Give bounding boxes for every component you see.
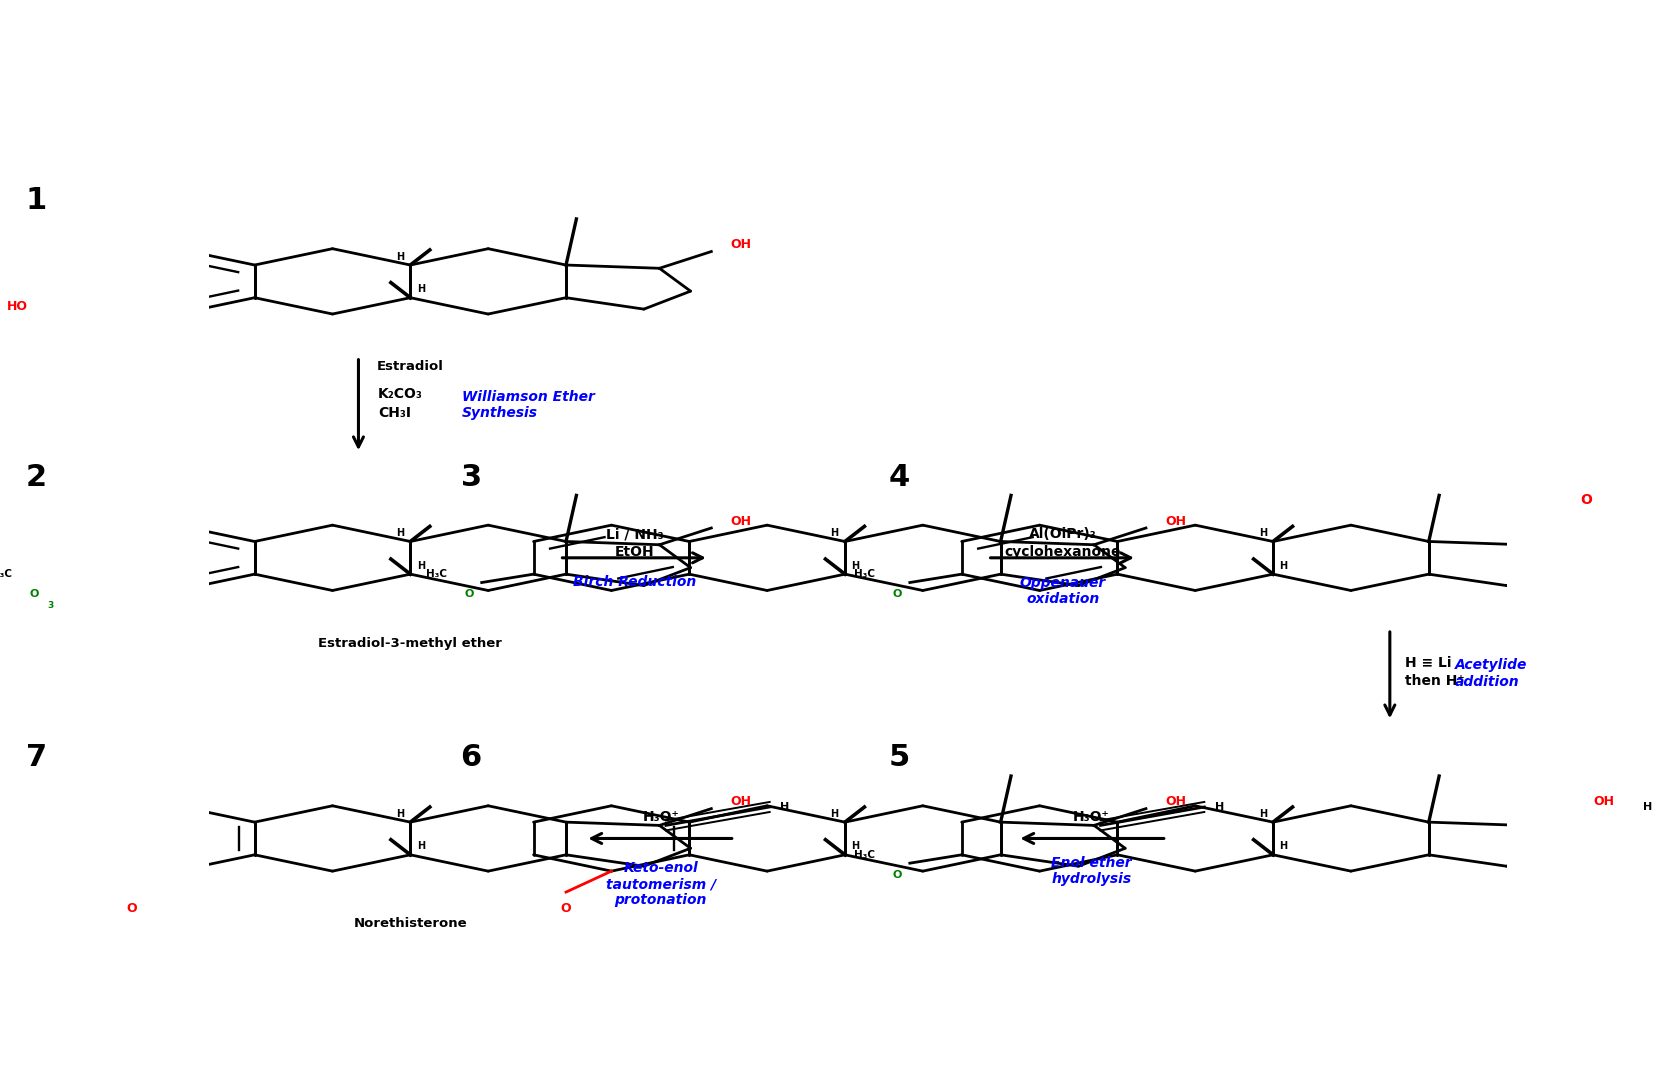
Text: 7: 7 — [27, 743, 47, 772]
Text: Li / NH₃: Li / NH₃ — [606, 527, 663, 541]
Text: 6: 6 — [460, 743, 482, 772]
Text: Williamson Ether
Synthesis: Williamson Ether Synthesis — [462, 391, 596, 420]
Text: H₃O⁺: H₃O⁺ — [1072, 811, 1109, 825]
Text: H: H — [852, 841, 858, 852]
Text: H₃O⁺: H₃O⁺ — [642, 811, 679, 825]
Text: H: H — [780, 802, 790, 812]
Text: then H⁺: then H⁺ — [1405, 673, 1464, 688]
Text: O: O — [892, 870, 902, 880]
Text: H: H — [417, 560, 425, 571]
Text: 3: 3 — [460, 462, 482, 492]
Text: H: H — [1641, 802, 1651, 812]
Text: 3: 3 — [49, 602, 54, 610]
Text: O: O — [30, 590, 38, 599]
Text: Birch Reduction: Birch Reduction — [572, 574, 696, 589]
Text: Al(OiPr)₃: Al(OiPr)₃ — [1029, 527, 1096, 541]
Text: H: H — [1278, 841, 1287, 852]
Text: H₃C: H₃C — [853, 569, 875, 579]
Text: O: O — [560, 902, 570, 915]
Text: 1: 1 — [25, 186, 47, 215]
Text: O: O — [1579, 493, 1591, 507]
Text: cyclohexanone: cyclohexanone — [1004, 545, 1121, 559]
Text: OH: OH — [1593, 795, 1613, 808]
Text: O: O — [892, 590, 902, 599]
Text: OH: OH — [731, 515, 751, 528]
Text: H: H — [395, 808, 403, 819]
Text: H: H — [852, 560, 858, 571]
Text: Norethisterone: Norethisterone — [353, 917, 467, 930]
Text: Enol ether
hydrolysis: Enol ether hydrolysis — [1051, 856, 1131, 887]
Text: OH: OH — [1164, 515, 1186, 528]
Text: H: H — [1258, 808, 1266, 819]
Text: CH₃I: CH₃I — [378, 406, 410, 420]
Text: Estradiol: Estradiol — [376, 360, 443, 373]
Text: H ≡ Li: H ≡ Li — [1405, 656, 1450, 669]
Text: H: H — [1215, 802, 1223, 812]
Text: H: H — [395, 528, 403, 539]
Text: H: H — [417, 284, 425, 295]
Text: H: H — [417, 841, 425, 852]
Text: Estradiol-3-methyl ether: Estradiol-3-methyl ether — [318, 636, 502, 650]
Text: O: O — [463, 590, 473, 599]
Text: H₃C: H₃C — [0, 569, 12, 579]
Text: H: H — [1278, 560, 1287, 571]
Text: Oppenauer
oxidation: Oppenauer oxidation — [1019, 577, 1106, 606]
Text: H: H — [1258, 528, 1266, 539]
Text: OH: OH — [731, 238, 751, 251]
Text: O: O — [125, 902, 137, 915]
Text: K₂CO₃: K₂CO₃ — [378, 387, 423, 401]
Text: 5: 5 — [888, 743, 910, 772]
Text: Keto-enol
tautomerism /
protonation: Keto-enol tautomerism / protonation — [606, 861, 716, 907]
Text: H₃C: H₃C — [853, 850, 875, 860]
Text: OH: OH — [1164, 795, 1186, 808]
Text: H: H — [830, 808, 838, 819]
Text: H: H — [395, 251, 403, 261]
Text: OH: OH — [731, 795, 751, 808]
Text: Acetylide
addition: Acetylide addition — [1454, 658, 1526, 689]
Text: H₃C: H₃C — [425, 569, 447, 579]
Text: H: H — [830, 528, 838, 539]
Text: EtOH: EtOH — [614, 545, 654, 559]
Text: HO: HO — [7, 299, 28, 312]
Text: 2: 2 — [27, 462, 47, 492]
Text: 4: 4 — [888, 462, 910, 492]
